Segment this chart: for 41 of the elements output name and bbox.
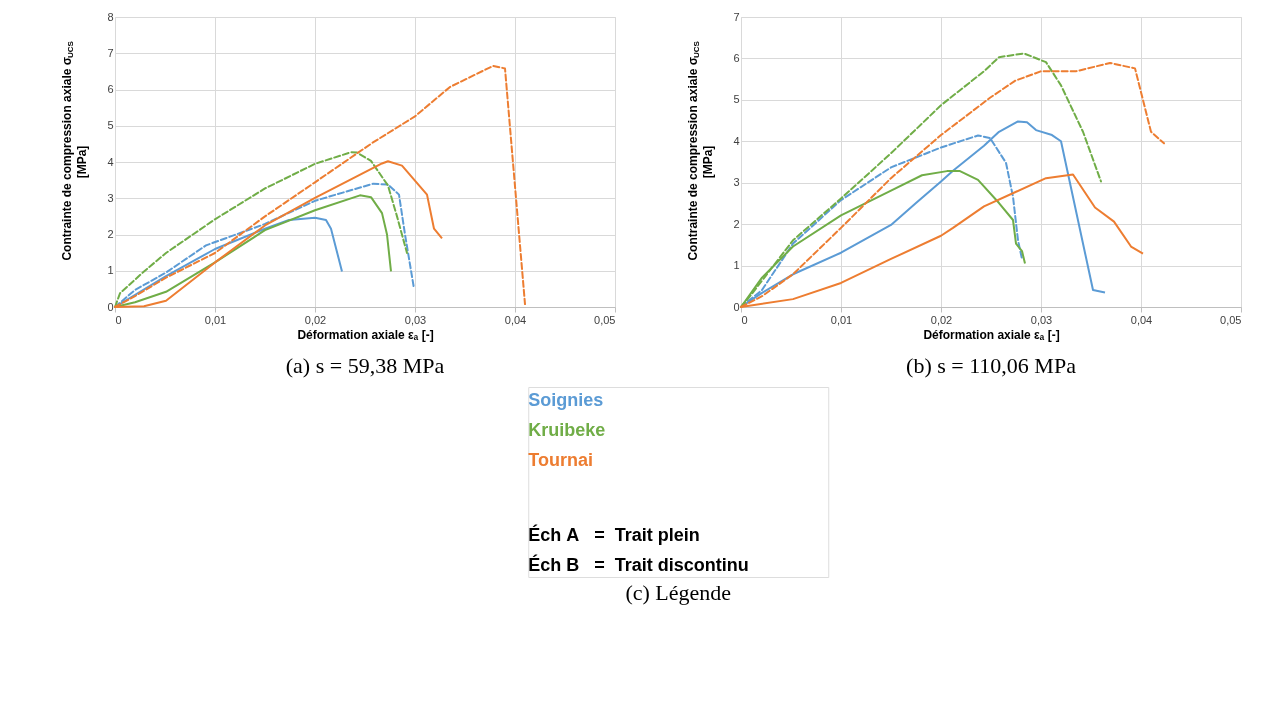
x-tick-label: 0,01 — [204, 313, 227, 326]
text: (c) Légende — [625, 580, 732, 605]
y-tick-label: 5 — [107, 119, 114, 132]
x-tick-label: 0 — [741, 313, 748, 326]
x-tick-label: 0,05 — [1220, 313, 1242, 326]
y-tick-label: 1 — [733, 259, 740, 272]
y-tick-label: 7 — [107, 46, 114, 59]
y-tick-label: 3 — [107, 191, 114, 204]
x-tick-label: 0,03 — [404, 313, 427, 326]
y-tick-label: 3 — [733, 176, 740, 189]
y-tick-label: 8 — [107, 10, 114, 23]
x-tick-label: 0,02 — [304, 313, 327, 326]
y-tick-label: 0 — [107, 300, 114, 313]
text: Éch A = Trait plein — [528, 524, 700, 545]
text: (b) s = 110,06 MPa — [906, 353, 1077, 378]
x-tick-label: 0,01 — [830, 313, 853, 326]
text: (a) s = 59,38 MPa — [285, 353, 445, 378]
y-tick-label: 7 — [733, 10, 740, 23]
y-tick-label: 4 — [107, 155, 114, 168]
x-tick-label: 0 — [115, 313, 122, 326]
y-tick-label: 6 — [107, 83, 114, 95]
y-tick-label: 1 — [107, 264, 114, 277]
y-tick-label: 2 — [107, 228, 114, 240]
x-axis-title: Déformation axiale εₐ [-] — [923, 327, 1060, 342]
text: Tournai — [528, 450, 593, 470]
x-tick-label: 0,04 — [1130, 313, 1153, 326]
y-tick-label: 0 — [733, 300, 740, 313]
text: Kruibeke — [528, 420, 606, 440]
x-tick-label: 0,02 — [930, 313, 953, 326]
y-tick-label: 5 — [733, 93, 740, 106]
text: Contrainte de compression axiale σUCS [MPa] — [60, 41, 89, 261]
text: Contrainte de compression axiale σUCS [MPa] — [686, 41, 715, 261]
x-tick-label: 0,04 — [504, 313, 527, 326]
text: Soignies — [528, 390, 604, 410]
y-tick-label: 6 — [733, 51, 740, 64]
text: Éch B = Trait discontinu — [528, 554, 749, 575]
x-axis-title: Déformation axiale εₐ [-] — [297, 327, 434, 342]
x-tick-label: 0,05 — [594, 313, 616, 326]
y-tick-label: 2 — [733, 217, 740, 230]
y-tick-label: 4 — [733, 134, 740, 147]
x-tick-label: 0,03 — [1030, 313, 1053, 326]
